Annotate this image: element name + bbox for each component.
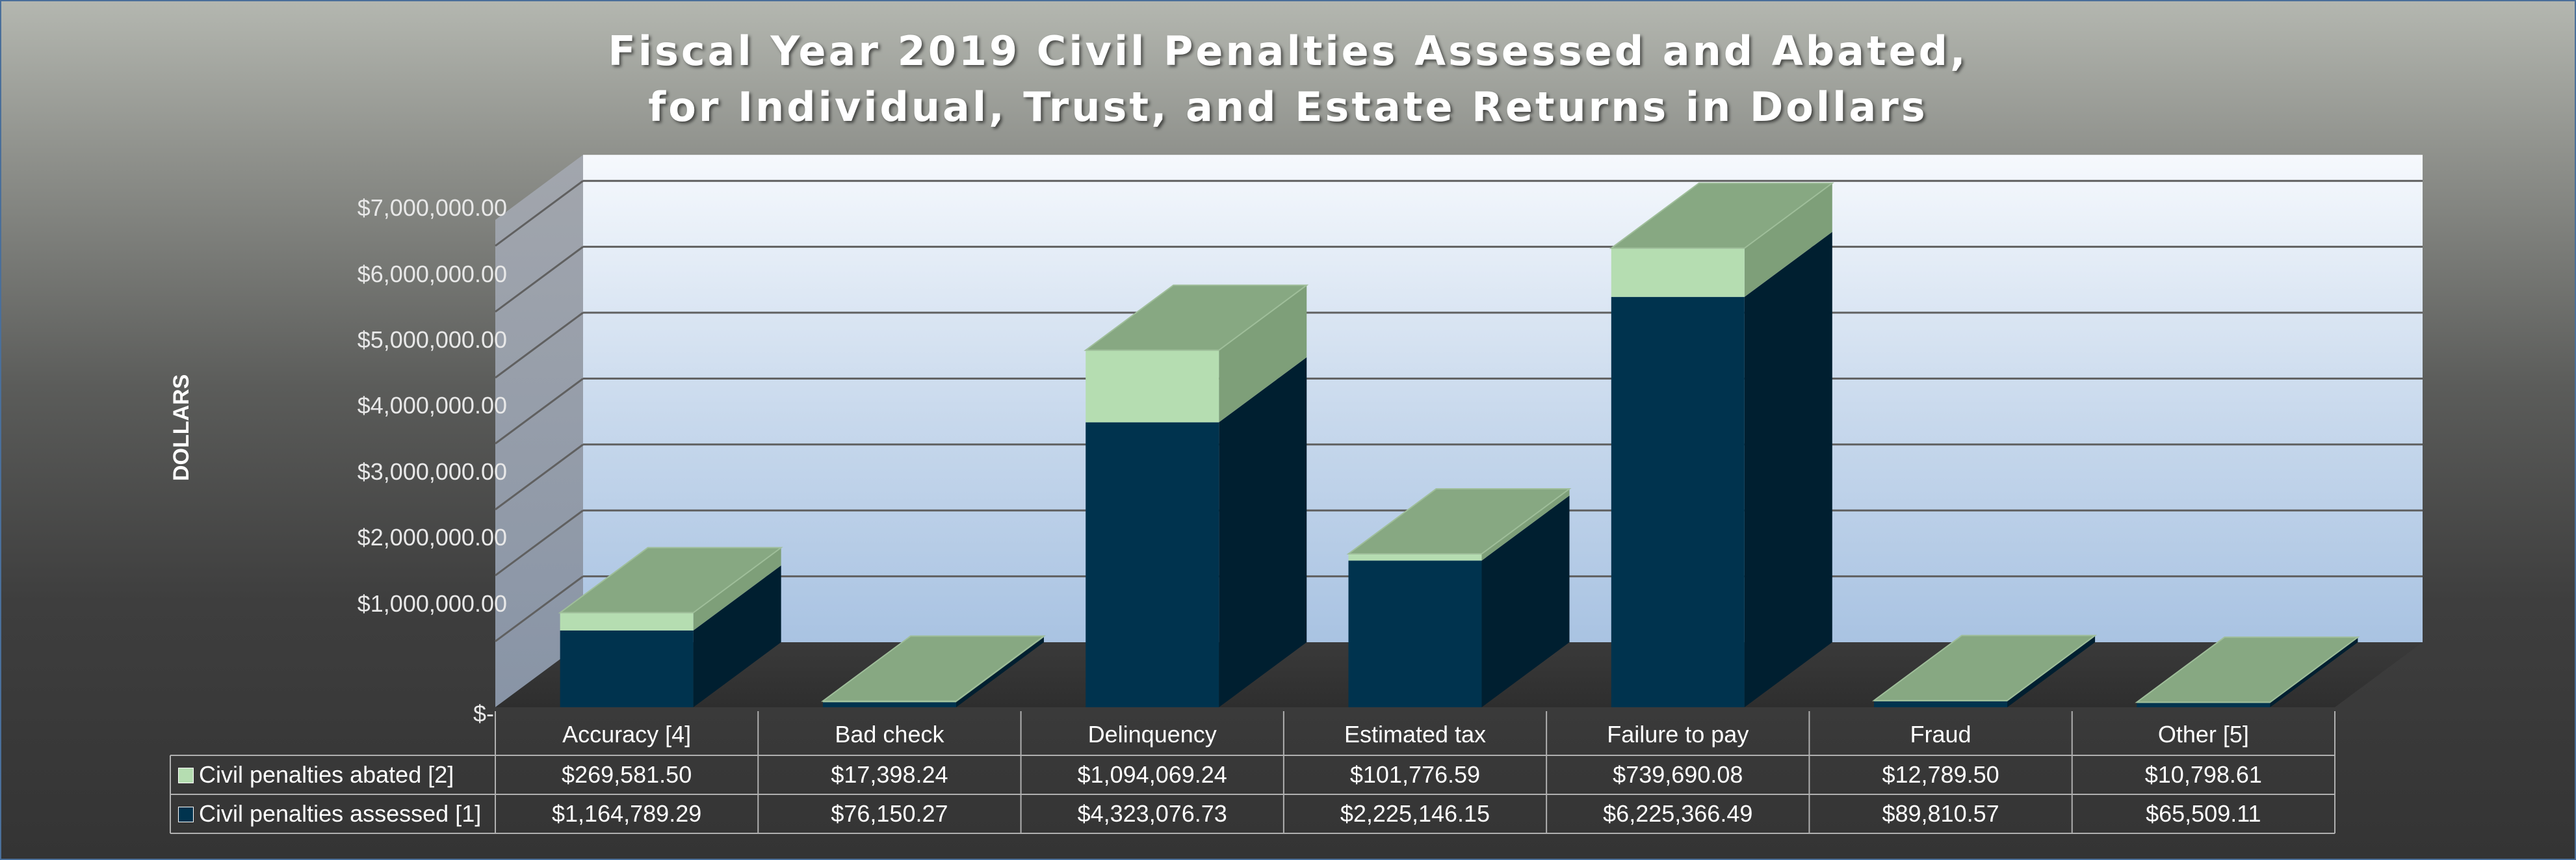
bar-top-failure-to-pay bbox=[1609, 182, 1834, 249]
bar-abated-estimated-tax-side bbox=[1481, 489, 1570, 561]
bar-assessed-other-5-side bbox=[2270, 638, 2358, 707]
gridline-side-4 bbox=[495, 378, 584, 445]
gridline-side-1 bbox=[495, 575, 584, 642]
side-wall bbox=[495, 155, 583, 707]
bar-assessed-delinquency bbox=[1086, 422, 1219, 707]
table-cell: $76,150.27 bbox=[831, 800, 948, 827]
bar-abated-estimated-tax bbox=[1348, 554, 1482, 561]
gridline-side-5 bbox=[495, 311, 584, 379]
table-cell: $10,798.61 bbox=[2144, 761, 2262, 788]
y-tick-label: $4,000,000.00 bbox=[357, 392, 507, 419]
y-tick-label: $5,000,000.00 bbox=[357, 326, 507, 353]
table-cell: $12,789.50 bbox=[1882, 761, 1999, 788]
table-cell: $65,509.11 bbox=[2146, 800, 2261, 827]
y-tick-label: $2,000,000.00 bbox=[357, 524, 507, 551]
table-cell: $17,398.24 bbox=[831, 761, 948, 788]
table-cell: $6,225,366.49 bbox=[1603, 800, 1753, 827]
category-label: Other [5] bbox=[2157, 721, 2249, 748]
legend-label: Civil penalties abated [2] bbox=[199, 761, 454, 788]
bar-assessed-delinquency-side bbox=[1219, 357, 1307, 707]
bar-assessed-accuracy-4-side bbox=[693, 565, 781, 707]
legend-swatch bbox=[178, 807, 194, 822]
bar-assessed-estimated-tax-side bbox=[1481, 495, 1570, 707]
bar-top-estimated-tax bbox=[1346, 488, 1572, 555]
gridline-side-6 bbox=[495, 246, 584, 313]
table-cell: $4,323,076.73 bbox=[1077, 800, 1227, 827]
table-cell: $101,776.59 bbox=[1349, 761, 1481, 788]
y-tick-label: $3,000,000.00 bbox=[357, 458, 507, 485]
bar-assessed-fraud-side bbox=[2007, 636, 2096, 707]
y-tick-label: $6,000,000.00 bbox=[357, 260, 507, 287]
bar-assessed-bad-check-side bbox=[956, 637, 1044, 707]
bar-top-accuracy-4 bbox=[558, 547, 783, 614]
y-tick-label: $1,000,000.00 bbox=[357, 590, 507, 617]
gridline-side-3 bbox=[495, 443, 584, 511]
chart-title: Fiscal Year 2019 Civil Penalties Assesse… bbox=[0, 23, 2576, 135]
bar-assessed-fraud bbox=[1874, 701, 2008, 707]
gridline-side-2 bbox=[495, 509, 584, 577]
bar-abated-delinquency bbox=[1086, 350, 1219, 423]
table-cell: $1,094,069.24 bbox=[1077, 761, 1227, 788]
bar-assessed-failure-to-pay-side bbox=[1744, 231, 1832, 708]
y-tick-label: $7,000,000.00 bbox=[357, 194, 507, 222]
bar-top-other-5 bbox=[2135, 636, 2360, 703]
bar-assessed-bad-check bbox=[822, 702, 956, 707]
chart-title-line-1: Fiscal Year 2019 Civil Penalties Assesse… bbox=[608, 27, 1968, 75]
y-tick-label: $- bbox=[473, 700, 494, 727]
gridline-side-7 bbox=[495, 179, 584, 247]
legend-label: Civil penalties assessed [1] bbox=[199, 800, 482, 827]
category-label: Bad check bbox=[835, 721, 944, 748]
bar-top-fraud bbox=[1872, 634, 2098, 701]
bar-assessed-estimated-tax bbox=[1348, 560, 1482, 707]
table-cell: $1,164,789.29 bbox=[552, 800, 702, 827]
table-cell: $739,690.08 bbox=[1613, 761, 1743, 788]
chart-title-line-2: for Individual, Trust, and Estate Return… bbox=[648, 83, 1928, 131]
table-cell: $89,810.57 bbox=[1882, 800, 1999, 827]
bar-assessed-accuracy-4 bbox=[560, 630, 694, 707]
category-label: Estimated tax bbox=[1344, 721, 1487, 748]
category-label: Failure to pay bbox=[1607, 721, 1749, 748]
category-label: Fraud bbox=[1910, 721, 1971, 748]
bar-top-delinquency bbox=[1084, 284, 1309, 351]
table-cell: $269,581.50 bbox=[562, 761, 692, 788]
bar-abated-failure-to-pay bbox=[1611, 248, 1745, 297]
bar-abated-accuracy-4-side bbox=[693, 547, 781, 631]
category-label: Delinquency bbox=[1087, 721, 1217, 748]
bar-abated-delinquency-side bbox=[1219, 285, 1307, 423]
y-axis-label: DOLLARS bbox=[169, 374, 194, 481]
legend-swatch bbox=[178, 768, 194, 783]
table-cell: $2,225,146.15 bbox=[1340, 800, 1490, 827]
bar-top-bad-check bbox=[820, 635, 1046, 702]
category-label: Accuracy [4] bbox=[562, 721, 692, 748]
bar-assessed-failure-to-pay bbox=[1611, 296, 1745, 708]
bar-assessed-other-5 bbox=[2137, 703, 2270, 707]
bar-abated-failure-to-pay-side bbox=[1744, 183, 1832, 297]
bar-abated-accuracy-4 bbox=[560, 612, 694, 631]
